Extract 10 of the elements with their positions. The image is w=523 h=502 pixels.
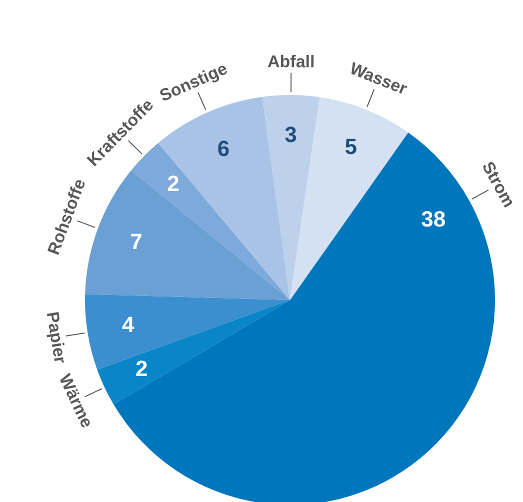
data-label: 4 [122,312,135,338]
data-label: 2 [136,356,148,382]
data-label: 2 [167,170,180,196]
data-label: 7 [130,228,142,254]
data-label: 5 [344,134,357,159]
data-label: 6 [217,136,230,162]
slice-label: Papier [42,310,70,366]
data-label: 38 [421,206,446,232]
data-label: 3 [284,122,297,148]
slice-label: Abfall [268,52,315,72]
